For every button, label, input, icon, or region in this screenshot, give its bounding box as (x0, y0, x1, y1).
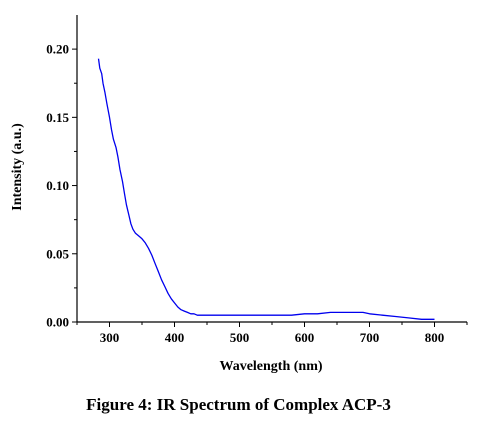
y-tick-label: 0.20 (46, 42, 69, 57)
y-tick-label: 0.05 (46, 246, 69, 261)
figure-caption: Figure 4: IR Spectrum of Complex ACP-3 (86, 395, 391, 414)
series-layer (97, 58, 435, 320)
x-tick-label: 400 (165, 330, 185, 345)
y-tick-label: 0.10 (46, 178, 69, 193)
plot-frame (76, 15, 467, 323)
y-tick-label: 0.00 (46, 315, 69, 330)
x-tick-label: 600 (295, 330, 315, 345)
x-tick-label: 300 (100, 330, 120, 345)
x-axis-title: Wavelength (nm) (219, 359, 322, 374)
ir-spectrum-chart: 300 400 500 600 700 800 0.000.050.100.150.20 … (10, 15, 468, 374)
y-tick-label: 0.15 (46, 110, 69, 125)
x-tick-label: 500 (230, 330, 250, 345)
x-tick-label: 700 (360, 330, 380, 345)
spectrum-line (97, 58, 435, 320)
x-tick-label: 800 (425, 330, 445, 345)
y-axis-title: Intensity (a.u.) (10, 123, 25, 211)
x-axis-ticks: 300 400 500 600 700 800 (76, 322, 468, 345)
y-axis-ticks: 0.00 0.05 0.10 0.15 0.20 (46, 42, 77, 330)
